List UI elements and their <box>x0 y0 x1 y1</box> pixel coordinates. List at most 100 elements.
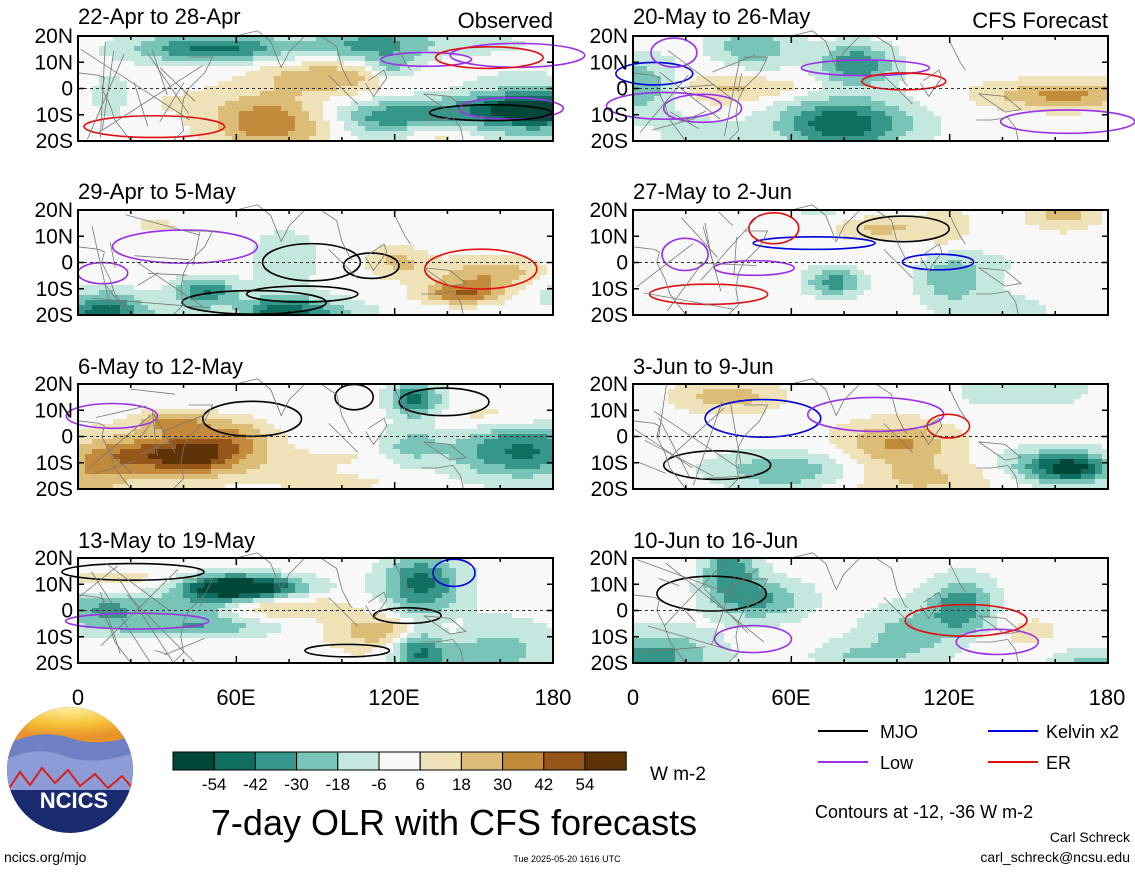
lat-tick-label: 20S <box>36 130 73 153</box>
contour-lines <box>77 229 538 315</box>
map-panel-left-2 <box>77 204 554 316</box>
panel-date-right-3: 3-Jun to 9-Jun <box>633 354 774 379</box>
coastlines <box>632 30 1022 142</box>
lon-tick-60e-left: 60E <box>216 685 255 710</box>
contour-lines <box>61 558 476 658</box>
lat-tick-label: 0 <box>616 600 628 623</box>
lat-tick-label: 20N <box>589 25 628 48</box>
lon-tick-180-right: 180 <box>1089 685 1126 710</box>
lat-tick-label: 20N <box>589 547 628 570</box>
lat-tick-label: 20N <box>589 373 628 396</box>
observed-label: Observed <box>458 8 553 33</box>
lat-tick-label: 20N <box>589 199 628 222</box>
author-email: carl_schreck@ncsu.edu <box>980 849 1130 865</box>
panel-date-left-4: 13-May to 19-May <box>78 528 255 553</box>
lat-tick-label: 10S <box>591 278 628 301</box>
colorbar-tick-label: -30 <box>284 775 309 794</box>
map-panel-right-2 <box>632 204 1109 316</box>
panel-date-right-1: 20-May to 26-May <box>633 4 810 29</box>
lon-tick-60e-right: 60E <box>771 685 810 710</box>
author-name: Carl Schreck <box>1050 829 1131 845</box>
lat-tick-label: 0 <box>61 426 73 449</box>
colorbar-tick-label: 18 <box>452 775 471 794</box>
colorbar-tick-label: 42 <box>534 775 553 794</box>
map-panels <box>61 30 1135 664</box>
footer-timestamp: Tue 2025-05-20 1616 UTC <box>513 854 621 864</box>
lat-tick-label: 0 <box>616 78 628 101</box>
legend-label-er: ER <box>1046 753 1071 773</box>
contour-lines <box>656 575 1040 656</box>
lat-tick-label: 10N <box>34 399 73 422</box>
lon-tick-0-right: 0 <box>627 685 639 710</box>
lat-tick-label: 0 <box>61 78 73 101</box>
map-panel-left-1 <box>77 30 586 142</box>
lat-tick-label: 20S <box>36 478 73 501</box>
coastlines <box>632 204 1022 316</box>
legend-label-mjo: MJO <box>880 722 918 742</box>
contour-note: Contours at -12, -36 W m-2 <box>815 802 1033 822</box>
colorbar: -54 -42 -30 -18 -6 6 18 30 42 54 <box>172 751 627 794</box>
map-panel-right-3 <box>632 378 1109 490</box>
lat-tick-label: 10S <box>591 104 628 127</box>
coastlines <box>77 30 467 142</box>
lat-tick-label: 10N <box>34 573 73 596</box>
lat-tick-label: 20N <box>34 373 73 396</box>
longitude-labels: 0 60E 120E 180 0 60E 120E 180 <box>72 685 1125 710</box>
panel-ticks <box>77 35 554 142</box>
latitude-labels: 20N 10N 0 10S 20S 20N 10N 0 10S 20S 20N 10N 0 10S 20S 2… <box>34 25 628 675</box>
contour-lines <box>83 42 586 139</box>
logo-text: NCICS <box>40 788 108 813</box>
colorbar-units: W m-2 <box>650 764 706 785</box>
colorbar-swatch <box>460 751 504 771</box>
lat-tick-label: 20S <box>591 652 628 675</box>
coastlines <box>77 204 467 316</box>
lat-tick-label: 10N <box>589 225 628 248</box>
ncics-logo: NCICS <box>7 707 133 833</box>
panel-ticks <box>632 35 1109 142</box>
colorbar-tick-label: -6 <box>371 775 386 794</box>
colorbar-tick-label: -54 <box>202 775 227 794</box>
coastlines <box>77 378 467 490</box>
lat-tick-label: 10N <box>589 399 628 422</box>
lat-tick-label: 10N <box>34 225 73 248</box>
lat-tick-label: 20S <box>591 304 628 327</box>
panel-date-left-2: 29-Apr to 5-May <box>78 179 236 204</box>
forecast-label: CFS Forecast <box>972 8 1108 33</box>
footer-url: ncics.org/mjo <box>4 849 87 865</box>
coastlines <box>77 552 467 664</box>
panel-date-right-4: 10-Jun to 16-Jun <box>633 528 798 553</box>
colorbar-tick-label: 30 <box>493 775 512 794</box>
lat-tick-label: 20S <box>36 652 73 675</box>
map-panel-left-3 <box>65 378 554 490</box>
colorbar-swatch <box>172 751 215 771</box>
contour-legend: MJO Kelvin x2 Low ER <box>818 722 1119 773</box>
contour-lines <box>662 396 971 481</box>
panel-ticks <box>632 209 1109 316</box>
lat-tick-label: 20S <box>591 478 628 501</box>
lon-tick-0-left: 0 <box>72 685 84 710</box>
legend-label-kelvin: Kelvin x2 <box>1046 722 1119 742</box>
colorbar-swatch <box>254 751 298 771</box>
lat-tick-label: 20N <box>34 547 73 570</box>
lat-tick-label: 0 <box>61 600 73 623</box>
lat-tick-label: 20N <box>34 25 73 48</box>
coastlines <box>632 378 1022 490</box>
lat-tick-label: 20S <box>591 130 628 153</box>
lon-tick-120e-right: 120E <box>923 685 974 710</box>
lat-tick-label: 10S <box>36 278 73 301</box>
colorbar-tick-label: 6 <box>415 775 424 794</box>
colorbar-swatch <box>502 751 545 771</box>
panel-ticks <box>632 557 1109 664</box>
lat-tick-label: 10N <box>589 573 628 596</box>
colorbar-swatch <box>213 751 256 771</box>
colorbar-tick-label: 54 <box>576 775 595 794</box>
panel-ticks <box>77 557 554 664</box>
colorbar-swatch <box>378 751 421 771</box>
chart-title: 7-day OLR with CFS forecasts <box>211 802 697 843</box>
legend-label-low: Low <box>880 753 914 773</box>
lat-tick-label: 0 <box>616 252 628 275</box>
lat-tick-label: 20N <box>34 199 73 222</box>
lat-tick-label: 0 <box>61 252 73 275</box>
panel-ticks <box>77 383 554 490</box>
